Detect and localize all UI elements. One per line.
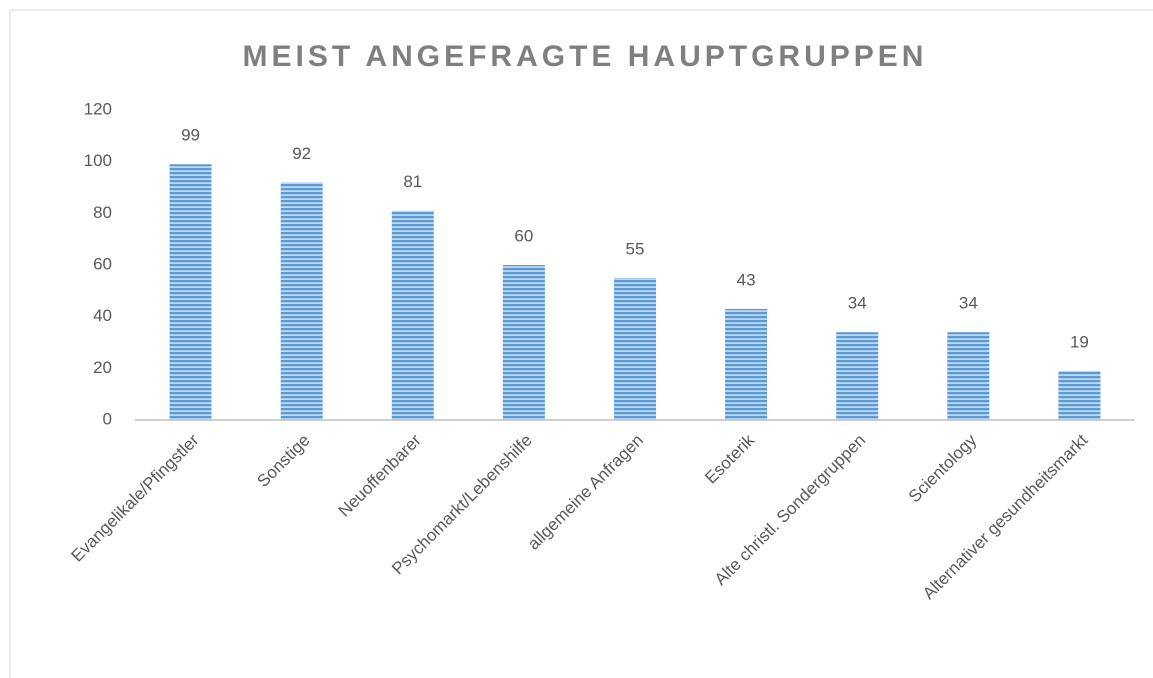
data-label: 81: [403, 172, 422, 191]
bar: [280, 182, 323, 420]
data-label: 34: [848, 294, 867, 313]
data-label: 19: [1070, 332, 1089, 351]
data-label: 43: [737, 270, 756, 289]
chart-title: MEIST ANGEFRAGTE HAUPTGRUPPEN: [243, 40, 928, 73]
x-tick-label: allgemeine Anfragen: [524, 431, 647, 554]
x-tick-label: Evangelikale/Pfingstler: [68, 430, 203, 565]
x-tick-label: Scientology: [905, 430, 981, 506]
data-label: 92: [292, 144, 311, 163]
bar: [391, 210, 434, 420]
y-tick-label: 80: [93, 203, 112, 222]
data-label: 34: [959, 294, 978, 313]
y-tick-label: 0: [103, 409, 112, 428]
bar: [1058, 370, 1101, 420]
bar: [169, 164, 212, 420]
data-label: 60: [514, 226, 533, 245]
y-tick-label: 60: [93, 254, 112, 273]
y-tick-label: 120: [84, 99, 112, 118]
x-tick-label: Esoterik: [701, 430, 758, 487]
y-tick-label: 100: [84, 151, 112, 170]
bar: [725, 308, 768, 420]
bar: [836, 332, 879, 420]
bar: [614, 277, 656, 420]
y-tick-label: 20: [93, 358, 112, 377]
data-label: 55: [626, 239, 645, 258]
chart-frame: [9, 9, 1153, 678]
x-tick-label: Sonstige: [253, 431, 313, 491]
bar: [502, 265, 545, 420]
x-tick-label: Neuoffenbarer: [335, 430, 425, 520]
bar: [947, 332, 990, 420]
y-tick-label: 40: [93, 306, 112, 325]
data-label: 99: [181, 126, 200, 145]
